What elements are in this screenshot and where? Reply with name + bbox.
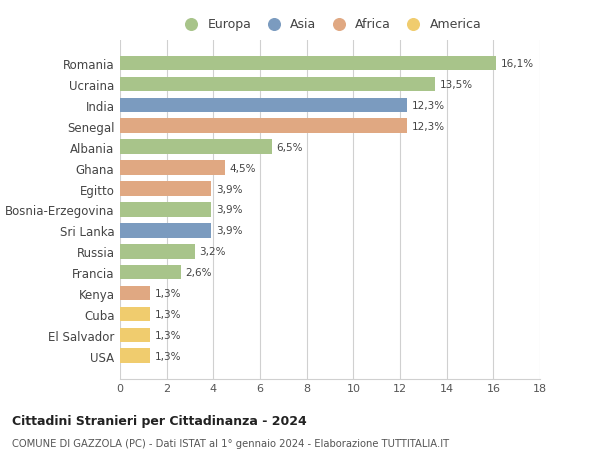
- Text: 12,3%: 12,3%: [412, 101, 445, 111]
- Text: Cittadini Stranieri per Cittadinanza - 2024: Cittadini Stranieri per Cittadinanza - 2…: [12, 414, 307, 427]
- Text: 1,3%: 1,3%: [155, 288, 182, 298]
- Bar: [120, 224, 211, 238]
- Bar: [120, 182, 211, 196]
- Text: 1,3%: 1,3%: [155, 330, 182, 340]
- Bar: [120, 203, 211, 217]
- Text: 6,5%: 6,5%: [277, 142, 303, 152]
- Bar: [120, 140, 272, 155]
- Text: 4,5%: 4,5%: [230, 163, 256, 173]
- Bar: [120, 265, 181, 280]
- Text: 3,2%: 3,2%: [199, 247, 226, 257]
- Bar: [120, 161, 225, 175]
- Text: 2,6%: 2,6%: [185, 268, 212, 278]
- Text: 3,9%: 3,9%: [215, 205, 242, 215]
- Bar: [120, 56, 496, 71]
- Text: 3,9%: 3,9%: [215, 184, 242, 194]
- Text: 1,3%: 1,3%: [155, 351, 182, 361]
- Text: COMUNE DI GAZZOLA (PC) - Dati ISTAT al 1° gennaio 2024 - Elaborazione TUTTITALIA: COMUNE DI GAZZOLA (PC) - Dati ISTAT al 1…: [12, 438, 449, 448]
- Text: 13,5%: 13,5%: [440, 80, 473, 90]
- Bar: [120, 78, 435, 92]
- Bar: [120, 307, 151, 322]
- Text: 1,3%: 1,3%: [155, 309, 182, 319]
- Bar: [120, 328, 151, 342]
- Bar: [120, 244, 194, 259]
- Bar: [120, 119, 407, 134]
- Text: 3,9%: 3,9%: [215, 226, 242, 236]
- Text: 12,3%: 12,3%: [412, 122, 445, 132]
- Bar: [120, 98, 407, 113]
- Legend: Europa, Asia, Africa, America: Europa, Asia, Africa, America: [176, 16, 484, 34]
- Text: 16,1%: 16,1%: [500, 59, 533, 69]
- Bar: [120, 286, 151, 301]
- Bar: [120, 349, 151, 364]
